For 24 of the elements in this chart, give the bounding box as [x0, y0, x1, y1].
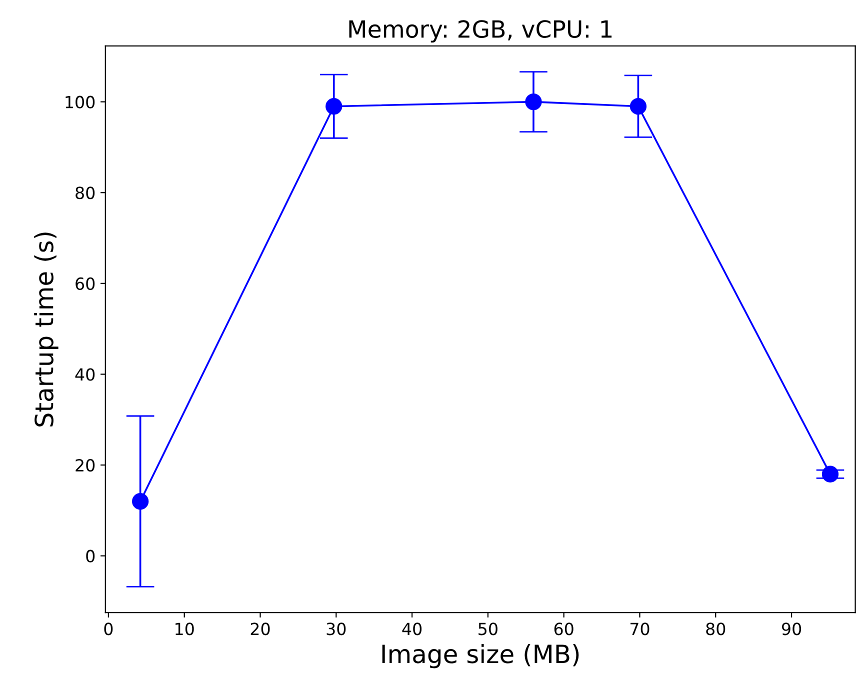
point — [822, 466, 839, 482]
y-tick-label: 20 — [76, 459, 95, 472]
y-axis-title: Startup time (s) — [34, 232, 58, 426]
x-tick-label: 40 — [402, 622, 422, 636]
point — [326, 98, 342, 115]
x-tick-label: 80 — [706, 622, 726, 636]
y-tick-label: 60 — [76, 277, 95, 290]
x-tick-label: 50 — [478, 622, 498, 636]
x-tick-label: 0 — [104, 622, 113, 636]
x-tick-label: 60 — [554, 622, 574, 636]
point — [630, 98, 647, 115]
chart-title: Memory: 2GB, vCPU: 1 — [349, 20, 612, 43]
x-tick-label: 70 — [630, 622, 650, 636]
y-tick-label: 80 — [76, 186, 95, 200]
y-tick-label: 0 — [86, 550, 95, 562]
x-axis-title: Image size (MB) — [382, 644, 579, 668]
point — [132, 493, 149, 510]
y-tick-label: 100 — [66, 96, 95, 108]
x-tick-label: 10 — [176, 622, 194, 636]
x-tick-label: 20 — [250, 622, 270, 636]
y-tick-label: 40 — [75, 368, 95, 381]
x-tick-label: 90 — [782, 622, 802, 636]
x-tick-label: 30 — [326, 622, 346, 636]
point — [525, 93, 542, 110]
